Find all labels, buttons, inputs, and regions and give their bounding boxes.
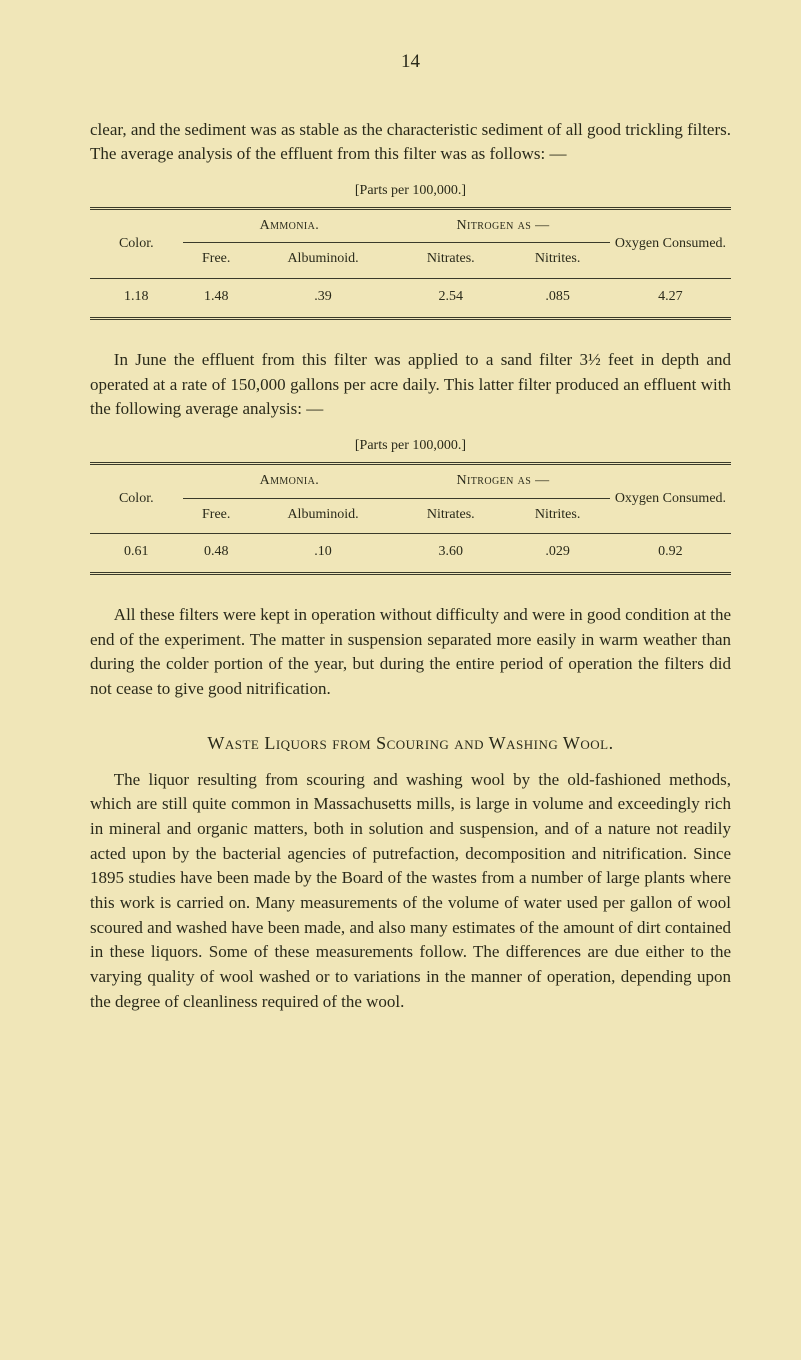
t1-c4: 2.54 xyxy=(396,278,505,318)
t1-c6: 4.27 xyxy=(610,278,731,318)
t1-h-free: Free. xyxy=(183,243,250,278)
t1-c1: 1.18 xyxy=(90,278,183,318)
t2-c1: 0.61 xyxy=(90,533,183,573)
table-2: Color. Ammonia. Nitrogen as — Oxygen Con… xyxy=(90,462,731,575)
t1-c5: .085 xyxy=(505,278,610,318)
t1-h-albuminoid: Albuminoid. xyxy=(250,243,396,278)
t2-c3: .10 xyxy=(250,533,396,573)
paragraph-4: The liquor resulting from scouring and w… xyxy=(90,768,731,1014)
t1-h-nitrates: Nitrates. xyxy=(396,243,505,278)
t2-c5: .029 xyxy=(505,533,610,573)
t2-h-ammonia: Ammonia. xyxy=(183,464,397,498)
t1-h-nitrites: Nitrites. xyxy=(505,243,610,278)
table-2-caption: [Parts per 100,000.] xyxy=(90,436,731,456)
paragraph-1: clear, and the sediment was as stable as… xyxy=(90,118,731,167)
t2-h-nitrogen: Nitrogen as — xyxy=(396,464,610,498)
t2-c2: 0.48 xyxy=(183,533,250,573)
t1-c3: .39 xyxy=(250,278,396,318)
t2-h-oxygen: Oxygen Consumed. xyxy=(610,464,731,534)
paragraph-3: All these filters were kept in operation… xyxy=(90,603,731,702)
t2-h-nitrates: Nitrates. xyxy=(396,498,505,533)
t1-c2: 1.48 xyxy=(183,278,250,318)
page-number: 14 xyxy=(90,48,731,76)
paragraph-2: In June the effluent from this filter wa… xyxy=(90,348,731,422)
table-1: Color. Ammonia. Nitrogen as — Oxygen Con… xyxy=(90,207,731,320)
table-row: 1.18 1.48 .39 2.54 .085 4.27 xyxy=(90,278,731,318)
t1-h-nitrogen: Nitrogen as — xyxy=(396,209,610,243)
t2-h-nitrites: Nitrites. xyxy=(505,498,610,533)
t2-c6: 0.92 xyxy=(610,533,731,573)
t2-h-color: Color. xyxy=(90,464,183,534)
t1-h-oxygen: Oxygen Consumed. xyxy=(610,209,731,279)
t2-h-albuminoid: Albuminoid. xyxy=(250,498,396,533)
table-1-caption: [Parts per 100,000.] xyxy=(90,181,731,201)
t1-h-ammonia: Ammonia. xyxy=(183,209,397,243)
t2-c4: 3.60 xyxy=(396,533,505,573)
t2-h-free: Free. xyxy=(183,498,250,533)
table-row: 0.61 0.48 .10 3.60 .029 0.92 xyxy=(90,533,731,573)
section-heading: Waste Liquors from Scouring and Washing … xyxy=(90,730,731,756)
t1-h-color: Color. xyxy=(90,209,183,279)
